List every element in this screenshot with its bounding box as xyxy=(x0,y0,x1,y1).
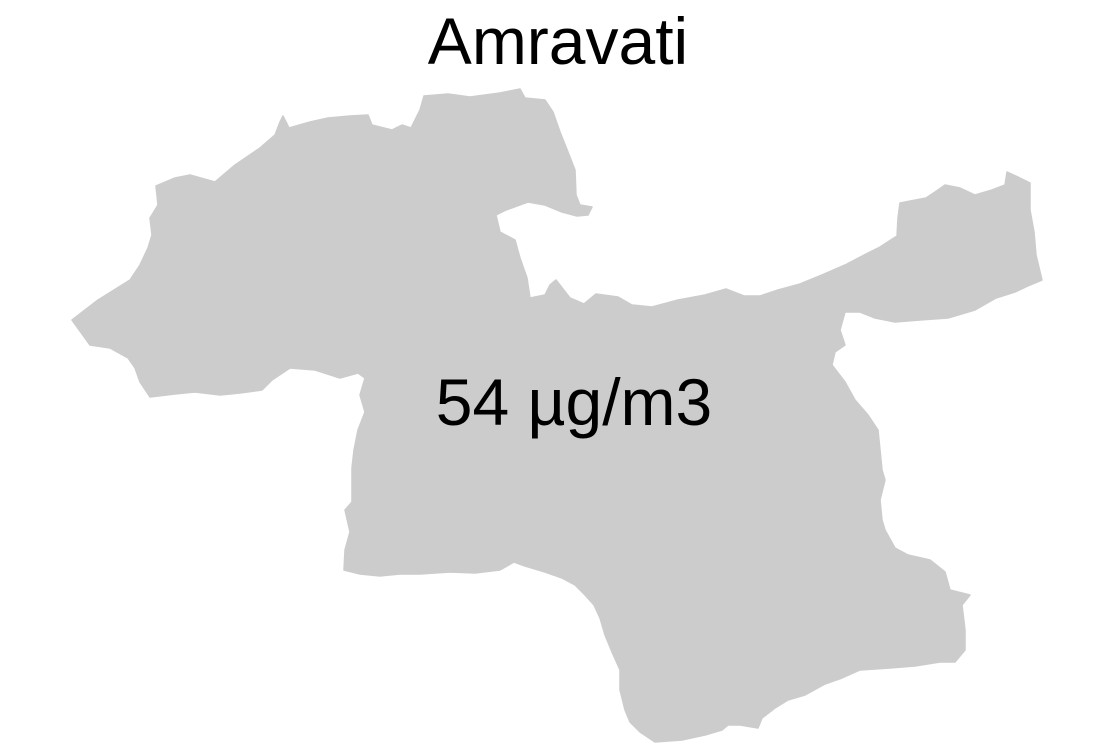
district-value-label: 54 µg/m3 xyxy=(435,365,713,439)
amravati-district-shape xyxy=(71,88,1043,743)
map-title: Amravati xyxy=(427,4,689,78)
